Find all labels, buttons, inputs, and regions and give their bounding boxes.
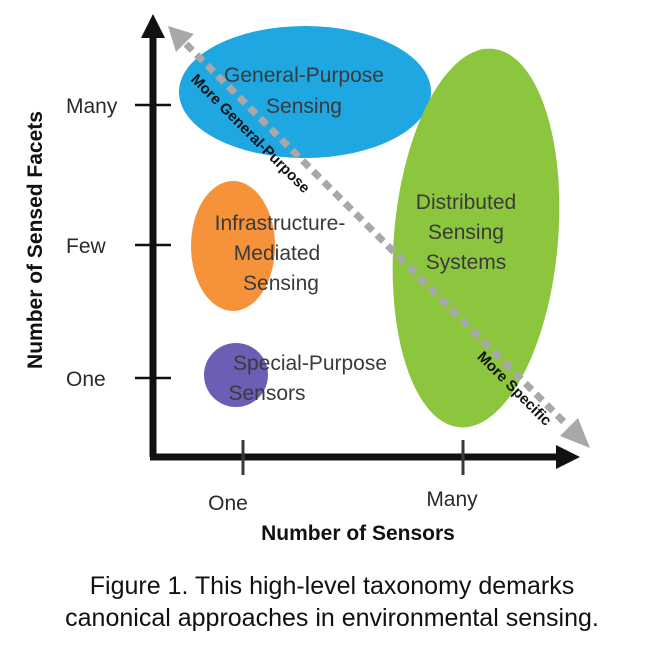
infrastructure-region — [191, 181, 275, 311]
x-tick-label-many: Many — [426, 488, 478, 511]
infrastructure-label-line3: Sensing — [243, 272, 319, 295]
y-tick-label-many: Many — [66, 95, 118, 118]
figure-caption: Figure 1. This high-level taxonomy demar… — [0, 570, 664, 634]
special-purpose-region — [204, 343, 268, 407]
distributed-label-line1: Distributed — [416, 191, 516, 214]
special-purpose-label-line2: Sensors — [228, 382, 305, 405]
diagonal-arrowhead-bottom — [560, 418, 590, 448]
y-tick-label-one: One — [66, 368, 106, 391]
caption-line-2: canonical approaches in environmental se… — [65, 604, 599, 632]
general-purpose-label-line2: Sensing — [266, 95, 342, 118]
general-purpose-region — [179, 26, 431, 158]
x-axis-title: Number of Sensors — [261, 522, 455, 545]
taxonomy-diagram: Many Few One One Many Number of Sensors … — [24, 14, 590, 545]
y-tick-label-few: Few — [66, 235, 107, 258]
infrastructure-label-line2: Mediated — [234, 242, 320, 265]
caption-line-1: Figure 1. This high-level taxonomy demar… — [89, 572, 575, 600]
diagonal-arrowhead-top — [168, 26, 194, 52]
general-purpose-label-line1: General-Purpose — [224, 64, 384, 87]
y-axis-arrowhead — [141, 14, 165, 38]
y-axis-title: Number of Sensed Facets — [24, 111, 47, 369]
x-axis-arrowhead — [556, 445, 580, 469]
infrastructure-label-line1: Infrastructure- — [215, 212, 346, 235]
special-purpose-label-line1: Special-Purpose — [233, 352, 387, 375]
distributed-region — [392, 48, 560, 428]
distributed-label-line3: Systems — [426, 251, 507, 274]
x-tick-label-one: One — [208, 492, 248, 515]
distributed-label-line2: Sensing — [428, 221, 504, 244]
diagonal-dashed-arrow — [183, 41, 571, 429]
